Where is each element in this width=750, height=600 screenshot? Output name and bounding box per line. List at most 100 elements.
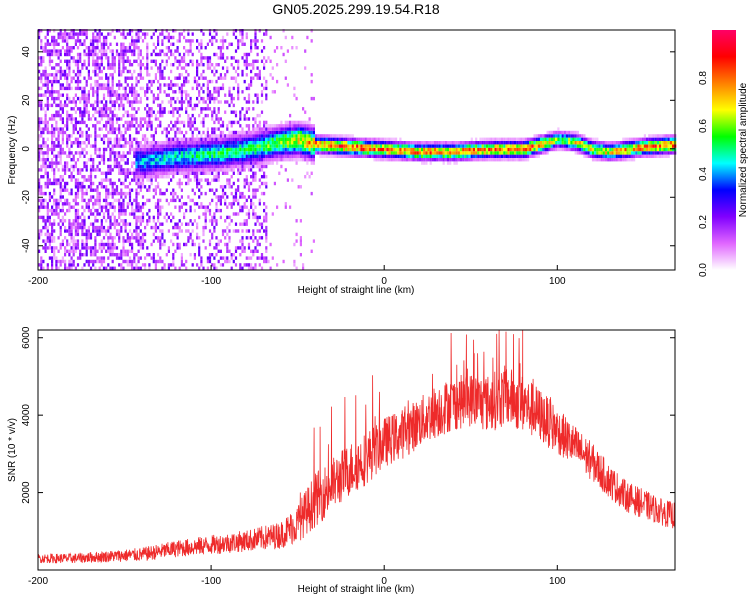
spectrogram-cell (89, 117, 93, 121)
spectrogram-cell (66, 83, 69, 87)
spectrogram-cell (379, 144, 383, 148)
spectrogram-cell (46, 225, 49, 230)
spectrogram-cell (70, 107, 73, 111)
spectrogram-cell (221, 229, 225, 233)
spectrogram-cell (423, 161, 426, 165)
spectrogram-cell (282, 141, 285, 145)
spectrogram-cell (193, 164, 196, 169)
spectrogram-cell (293, 130, 296, 135)
spectrogram-cell (118, 63, 121, 67)
spectrogram-cell (254, 144, 257, 148)
spectrogram-cell (503, 144, 506, 148)
spectrogram-cell (202, 56, 205, 60)
spectrogram-cell (81, 222, 84, 226)
spectrogram-cell (111, 103, 114, 108)
spectrogram-cell (76, 144, 80, 148)
spectrogram-cell (159, 256, 162, 260)
spectrogram-cell (362, 154, 365, 158)
spectrogram-cell (176, 161, 179, 165)
spectrogram-cell (81, 130, 84, 135)
spectrogram-cell (148, 168, 151, 172)
spectrogram-cell (219, 49, 222, 53)
spectrogram-cell (200, 151, 203, 155)
spectrogram-cell (96, 83, 99, 87)
spectrogram-cell (55, 76, 58, 80)
spectrogram-cell (193, 107, 196, 111)
spectrogram-cell (172, 96, 175, 101)
spectrogram-cell (215, 178, 218, 182)
spectrogram-cell (53, 46, 56, 50)
spectrogram-cell (271, 154, 274, 158)
spectrogram-cell (254, 46, 257, 50)
spectrogram-cell (291, 144, 294, 148)
spectrogram-cell (180, 90, 183, 94)
spectrogram-cell (245, 66, 248, 70)
spectrogram-cell (42, 225, 45, 230)
spectrogram-cell (239, 168, 242, 172)
spectrogram-cell (111, 52, 114, 57)
spectrogram-cell (159, 120, 162, 125)
spectrogram-cell (174, 100, 177, 104)
spectrogram-cell (260, 151, 264, 155)
spectrogram-cell (167, 35, 170, 40)
spectrogram-cell (126, 59, 129, 63)
spectrogram-cell (38, 249, 41, 253)
spectrogram-cell (267, 56, 270, 60)
spectrogram-cell (219, 100, 222, 104)
spectrogram-cell (198, 100, 201, 104)
spectrogram-cell (176, 39, 179, 43)
spectrogram-cell (64, 35, 67, 40)
spectrogram-cell (170, 158, 173, 162)
spectrogram-cell (96, 79, 99, 84)
spectrogram-cell (165, 154, 168, 158)
spectrogram-cell (98, 29, 101, 33)
spectrogram-cell (260, 181, 264, 186)
spectrogram-cell (375, 137, 378, 141)
spectrogram-cell (57, 259, 60, 264)
spectrogram-cell (66, 202, 69, 206)
spectrogram-cell (237, 164, 240, 169)
spectrogram-cell (38, 229, 41, 233)
spectrogram-cell (178, 246, 181, 250)
spectrogram-cell (211, 79, 214, 84)
spectrogram-cell (83, 175, 86, 179)
spectrogram-cell (254, 120, 257, 125)
spectrogram-cell (518, 147, 521, 152)
spectrogram-cell (135, 127, 138, 131)
spectrogram-cell (48, 232, 51, 237)
spectrogram-cell (76, 83, 80, 87)
spectrogram-cell (221, 161, 225, 165)
spectrogram-cell (416, 158, 419, 162)
spectrogram-cell (271, 158, 274, 162)
spectrogram-cell (66, 144, 69, 148)
spectrogram-cell (94, 144, 97, 148)
spectrogram-cell (154, 259, 157, 264)
spectrogram-cell (38, 69, 41, 74)
spectrogram-cell (87, 93, 90, 97)
spectrogram-cell (79, 256, 82, 260)
spectrogram-cell (431, 151, 434, 155)
spectrogram-cell (51, 52, 54, 57)
spectrogram-cell (102, 185, 106, 189)
spectrogram-cell (44, 46, 47, 50)
spectrogram-cell (196, 144, 199, 148)
spectrogram-cell (178, 39, 181, 43)
spectrogram-cell (38, 117, 41, 121)
spectrogram-cell (327, 151, 331, 155)
spectrogram-cell (200, 110, 203, 114)
spectrogram-cell (232, 141, 235, 145)
spectrogram-cell (111, 181, 114, 186)
spectrogram-cell (141, 86, 145, 91)
spectrogram-cell (429, 141, 432, 145)
spectrogram-cell (401, 154, 404, 158)
spectrogram-cell (94, 137, 97, 141)
spectrogram-cell (105, 205, 108, 209)
spectrogram-cell (226, 100, 229, 104)
spectrogram-cell (576, 151, 579, 155)
spectrogram-cell (96, 35, 99, 40)
spectrogram-cell (53, 66, 56, 70)
spectrogram-cell (271, 90, 274, 94)
spectrogram-cell (224, 110, 227, 114)
spectrogram-cell (38, 32, 41, 36)
